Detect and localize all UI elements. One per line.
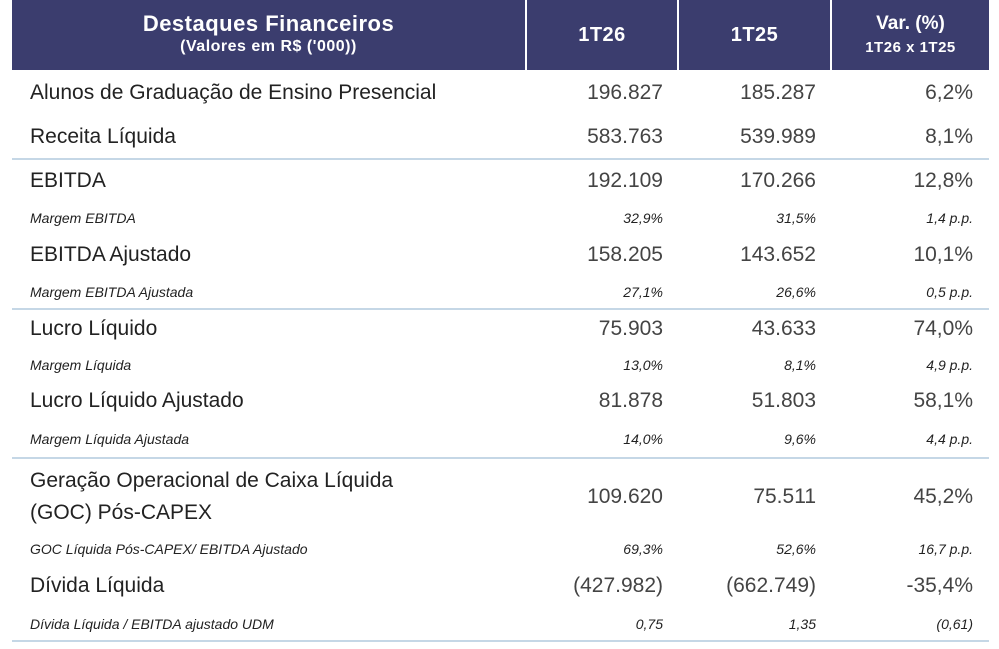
value-1t26: (427.982): [573, 573, 663, 597]
row-label: Dívida Líquida: [30, 573, 165, 597]
value-1t26: 13,0%: [623, 356, 663, 373]
value-variation: -35,4%: [906, 573, 973, 597]
variation-header-label: Var. (%): [876, 13, 945, 34]
value-1t26: 32,9%: [623, 210, 663, 226]
financial-highlights-table: Destaques Financeiros (Valores em R$ ('0…: [12, 0, 989, 70]
value-variation: 1,4 p.p.: [926, 210, 973, 226]
value-1t25: 51.803: [751, 389, 816, 412]
value-variation: 45,2%: [913, 485, 973, 508]
value-1t25: 143.652: [740, 243, 816, 266]
column-header-1t25: 1T25: [679, 0, 832, 70]
value-variation: 6,2%: [925, 80, 973, 104]
table-row: Margem Líquida Ajustada 14,0% 9,6% 4,4 p…: [12, 421, 989, 459]
table-row: Margem EBITDA 32,9% 31,5% 1,4 p.p.: [12, 202, 989, 234]
value-variation: 74,0%: [913, 317, 973, 340]
value-variation: 4,4 p.p.: [926, 431, 973, 447]
row-label: Dívida Líquida / EBITDA ajustado UDM: [30, 616, 274, 632]
table-row: EBITDA Ajustado 158.205 143.652 10,1%: [12, 234, 989, 276]
value-variation: 58,1%: [913, 389, 973, 412]
value-variation: 8,1%: [925, 124, 973, 148]
value-1t26: 158.205: [587, 243, 663, 266]
value-1t26: 75.903: [598, 317, 663, 340]
value-1t26: 69,3%: [623, 541, 663, 557]
value-1t26: 192.109: [587, 169, 663, 192]
row-label: Margem EBITDA Ajustada: [30, 284, 194, 300]
table-row: Dívida Líquida (427.982) (662.749) -35,4…: [12, 563, 989, 608]
table-row: Receita Líquida 583.763 539.989 8,1%: [12, 115, 989, 160]
value-1t25: 170.266: [740, 169, 816, 192]
row-label: EBITDA: [30, 169, 106, 192]
value-1t25: 75.511: [753, 485, 816, 508]
value-1t25: 8,1%: [784, 356, 816, 373]
table-row: Margem EBITDA Ajustada 27,1% 26,6% 0,5 p…: [12, 276, 989, 310]
value-1t25: 9,6%: [784, 431, 816, 447]
value-1t25: 185.287: [740, 80, 816, 104]
value-1t25: 52,6%: [776, 541, 816, 557]
value-variation: 16,7 p.p.: [918, 541, 974, 557]
value-variation: 12,8%: [913, 169, 973, 192]
value-variation: (0,61): [936, 616, 973, 632]
row-label: GOC Líquida Pós-CAPEX/ EBITDA Ajustado: [30, 541, 308, 557]
row-label: Lucro Líquido Ajustado: [30, 389, 244, 412]
row-label-line1: Geração Operacional de Caixa Líquida: [30, 469, 394, 492]
value-1t26: 109.620: [587, 485, 663, 508]
table-title: Destaques Financeiros: [142, 11, 395, 36]
table-subtitle: (Valores em R$ ('000)): [180, 38, 357, 55]
value-variation: 4,9 p.p.: [926, 356, 973, 373]
table-row: Dívida Líquida / EBITDA ajustado UDM 0,7…: [12, 608, 989, 642]
row-label: Lucro Líquido: [30, 317, 158, 340]
variation-header-sub: 1T26 x 1T25: [865, 39, 956, 56]
table-row: Margem Líquida 13,0% 8,1% 4,9 p.p.: [12, 348, 989, 381]
value-1t26: 27,1%: [623, 284, 663, 300]
row-label: EBITDA Ajustado: [30, 243, 192, 266]
table-row: Geração Operacional de Caixa Líquida (GO…: [12, 459, 989, 535]
table-row: EBITDA 192.109 170.266 12,8%: [12, 160, 989, 202]
row-label: Margem Líquida: [30, 356, 132, 373]
table-header: Destaques Financeiros (Valores em R$ ('0…: [12, 0, 989, 70]
value-1t26: 14,0%: [623, 431, 663, 447]
table-row: Alunos de Graduação de Ensino Presencial…: [12, 70, 989, 115]
row-label: Margem Líquida Ajustada: [30, 431, 190, 447]
row-label: Geração Operacional de Caixa Líquida (GO…: [12, 465, 527, 529]
value-variation: 0,5 p.p.: [926, 284, 973, 300]
table-row: Lucro Líquido Ajustado 81.878 51.803 58,…: [12, 381, 989, 421]
header-title-cell: Destaques Financeiros (Valores em R$ ('0…: [12, 0, 527, 70]
value-1t25: (662.749): [726, 573, 816, 597]
table-row: Lucro Líquido 75.903 43.633 74,0%: [12, 310, 989, 348]
column-header-1t26: 1T26: [527, 0, 679, 70]
value-1t26: 196.827: [587, 80, 663, 104]
value-1t26: 0,75: [635, 616, 663, 632]
value-1t25: 1,35: [788, 616, 816, 632]
row-label-line2: (GOC) Pós-CAPEX: [30, 501, 213, 524]
row-label: Margem EBITDA: [30, 210, 136, 226]
value-1t26: 81.878: [598, 389, 663, 412]
value-1t26: 583.763: [587, 124, 663, 148]
value-1t25: 43.633: [751, 317, 816, 340]
table-row: GOC Líquida Pós-CAPEX/ EBITDA Ajustado 6…: [12, 535, 989, 563]
value-1t25: 31,5%: [776, 210, 816, 226]
row-label: Receita Líquida: [30, 124, 176, 148]
column-header-variation: Var. (%) 1T26 x 1T25: [832, 0, 989, 70]
table-body: Alunos de Graduação de Ensino Presencial…: [12, 70, 989, 642]
value-variation: 10,1%: [913, 243, 973, 266]
value-1t25: 539.989: [740, 124, 816, 148]
row-label: Alunos de Graduação de Ensino Presencial: [30, 80, 437, 104]
value-1t25: 26,6%: [776, 284, 816, 300]
